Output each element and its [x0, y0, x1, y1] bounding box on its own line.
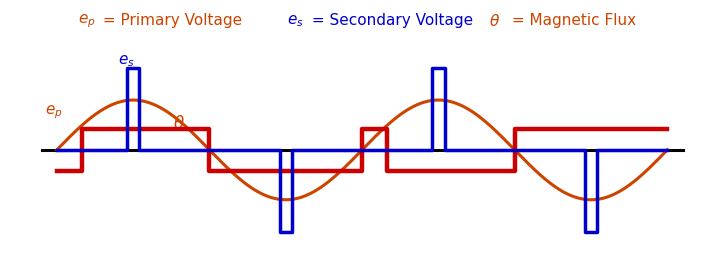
Text: $\theta$: $\theta$	[173, 115, 185, 133]
Text: $\theta$: $\theta$	[489, 13, 501, 29]
Text: $e_p$: $e_p$	[78, 12, 96, 30]
Text: $e_p$: $e_p$	[45, 104, 62, 121]
Text: = Magnetic Flux: = Magnetic Flux	[507, 13, 636, 28]
Text: = Primary Voltage: = Primary Voltage	[97, 13, 241, 28]
Text: = Secondary Voltage: = Secondary Voltage	[307, 13, 473, 28]
Text: $e_s$: $e_s$	[118, 53, 135, 69]
Text: $e_s$: $e_s$	[287, 13, 304, 29]
